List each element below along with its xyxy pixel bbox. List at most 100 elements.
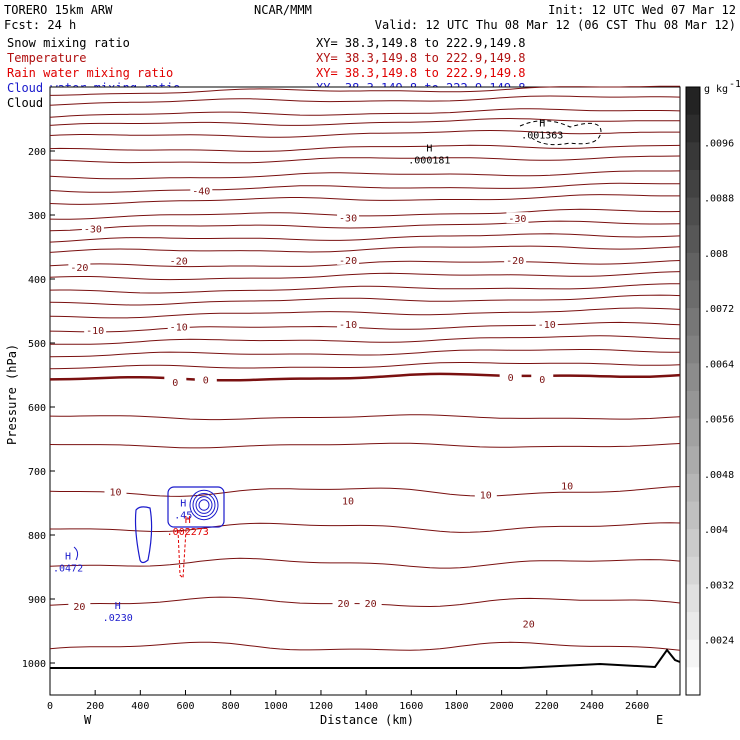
colorbar-frame [685,86,701,696]
contour-label-bg [84,324,107,336]
contour-label-bg [81,222,104,234]
max-marker: H [426,143,432,154]
isotherm-line [49,372,681,382]
isotherm-line [49,260,681,268]
contour-label: -10 [170,322,188,333]
contour-label: -30 [339,214,357,225]
colorbar-tick-label: .0096 [704,138,734,149]
colorbar-segment [686,308,700,337]
isotherm-line [49,321,681,333]
colorbar-tick-label: .0056 [704,415,734,426]
x-tick-label: 1800 [444,701,468,712]
max-marker: H [180,499,186,510]
contour-label: -10 [339,320,357,331]
contour-labels: -40 -30 -30 -30 -20 -20 -20 -20 -10 -10 -10 -10 0 0 0 0… [68,184,579,630]
contour-label: -20 [170,256,188,267]
x-tick-label: 2200 [535,701,559,712]
colorbar-segment [686,280,700,309]
max-value: .000181 [408,155,450,166]
microphysics-contours [50,120,681,669]
max-marker: H [185,515,191,526]
contour-label-bg [337,494,360,506]
isotherm-line [49,129,680,138]
x-tick-label: 1600 [399,701,423,712]
contour-label-bg [68,600,91,612]
colorbar-segment [686,335,700,364]
contour-label: -40 [192,187,210,198]
colorbar-segment [686,363,700,392]
isotherm-line [49,182,680,193]
max-value: .0472 [53,564,83,575]
y-tick-label: 300 [28,211,46,222]
max-marker: H [115,601,121,612]
x-tick-label: 2600 [625,701,649,712]
colorbar-segment [686,612,700,641]
contour-label: -20 [506,256,524,267]
contour-label-bg [167,254,190,266]
contour-label: 0 [508,373,514,384]
x-tick-label: 1000 [264,701,288,712]
isotherm-line [49,335,681,345]
isotherm-line [49,95,681,106]
isotherm-line [49,307,681,319]
isotherm-line [49,144,681,152]
x-tick-label: 400 [131,701,149,712]
colorbar: .0024 .0032 .004 .0048 .0056 .0064 .0072 .008 .0… [685,79,740,696]
colorbar-tick-label: .004 [704,525,728,536]
isotherm-line [49,194,680,205]
contour-label-bg [535,317,558,329]
colorbar-segment [686,225,700,254]
isotherm-line [49,108,681,118]
colorbar-segment [686,197,700,226]
contour-label-bg [337,253,360,265]
contour-label: 20 [338,599,350,610]
colorbar-segment [686,556,700,585]
cloud-water-contour [195,496,213,514]
isotherm-line [49,117,681,126]
y-tick-label: 800 [28,531,46,542]
center-title: NCAR/MMM [254,3,312,17]
colorbar-tick-label: .008 [704,249,728,260]
colorbar-segment [686,87,700,116]
y-tick-label: 900 [28,595,46,606]
isotherm-line [49,245,681,253]
colorbar-tick-label: .0032 [704,580,734,591]
colorbar-segment [686,501,700,530]
colorbar-segment [686,169,700,199]
isotherm-line [49,220,681,232]
contour-label: -30 [508,214,526,225]
isotherm-line [50,522,681,533]
isotherm-line [49,442,681,449]
x-tick-label: 0 [47,701,53,712]
contour-label-bg [504,253,527,265]
east-label: E [656,713,663,727]
isotherm-line [49,271,681,281]
isotherm-line [49,208,681,220]
colorbar-segment [686,142,700,171]
axes: 0 200 400 600 800 1000 1200 1400 1600 1800 2000 220… [22,147,649,712]
contour-label: 0 [172,378,178,389]
x-tick-label: 800 [222,701,240,712]
contour-label-bg [164,376,187,388]
colorbar-segment [686,391,700,420]
isotherm-line [49,557,681,569]
max-value: .002273 [167,527,209,538]
contour-label: 10 [109,487,121,498]
contour-label: 0 [539,375,545,386]
colorbar-unit-exponent: -1 [729,79,740,90]
x-axis-title: Distance (km) [320,713,414,727]
max-value: .45 [174,511,192,522]
colorbar-tick-label: .0088 [704,194,734,205]
colorbar-unit: g kg [704,84,728,95]
contour-label-bg [506,212,529,224]
init-time: Init: 12 UTC Wed 07 Mar 12 [548,3,736,17]
y-tick-label: 400 [28,275,46,286]
y-tick-label: 700 [28,467,46,478]
isotherm-line [49,362,681,370]
x-tick-label: 2400 [580,701,604,712]
isotherm-line [49,233,681,243]
colorbar-segment [686,584,700,613]
model-title: TORERO 15km ARW [4,3,113,17]
